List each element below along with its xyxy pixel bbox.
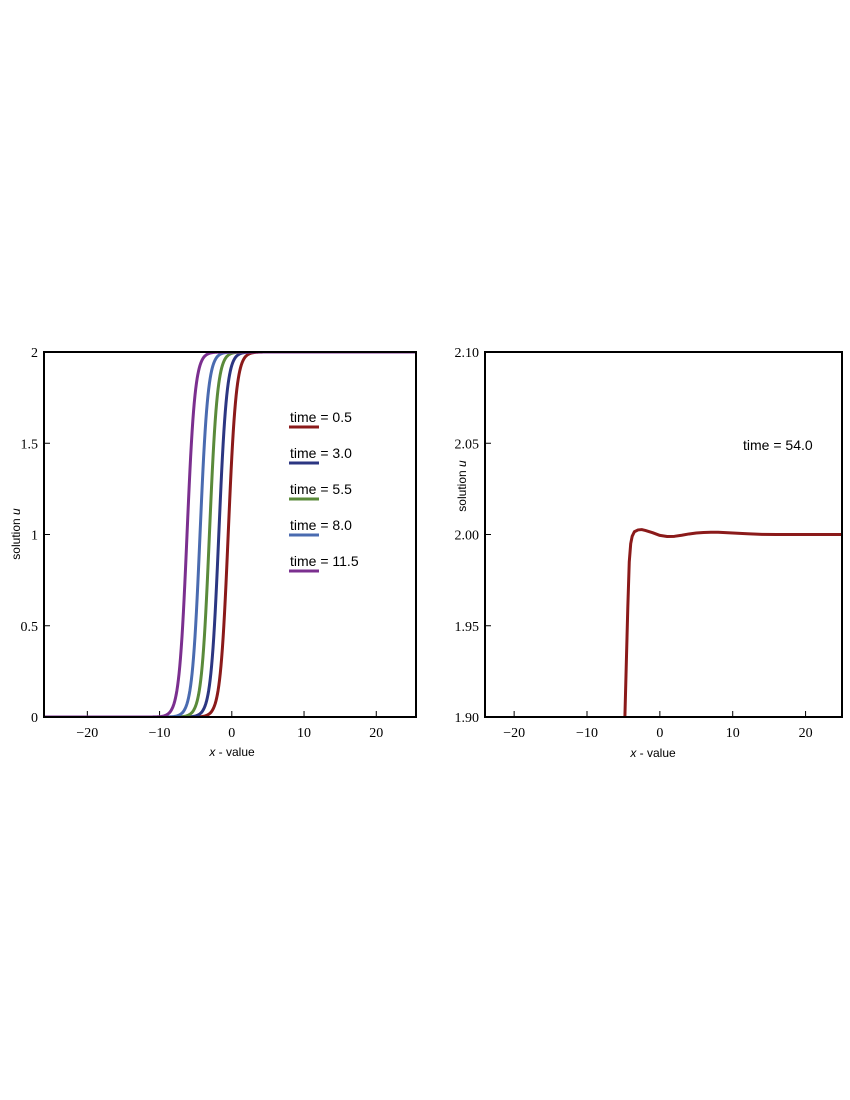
left-y-tick-label: 1.5 (21, 437, 39, 452)
left-x-tick-label: −20 (76, 726, 98, 741)
left-plot-area: −20 −10 0 10 20 0 0.5 1 1.5 2 (21, 346, 416, 741)
left-series-line-1 (44, 352, 416, 717)
right-y-tick-label: 1.90 (455, 711, 480, 726)
left-series-line-2 (44, 352, 416, 717)
left-y-tick-label: 1 (31, 529, 38, 544)
right-y-tick-label: 1.95 (455, 620, 480, 635)
left-plot-frame (43, 351, 417, 718)
right-x-axis-title: x - value (629, 746, 676, 760)
left-x-axis-title: x - value (208, 745, 255, 759)
right-time-annotation: time = 54.0 (743, 437, 813, 453)
legend-label-1: time = 3.0 (290, 445, 352, 461)
right-chart: −20 −10 0 10 20 1.90 1.95 2.00 2.05 2.10 x - valu… (455, 346, 843, 760)
left-y-axis-title: solution u (9, 508, 23, 560)
right-y-axis-title: solution u (455, 460, 469, 512)
left-legend: time = 0.5 time = 3.0 time = 5.5 time = 8.0… (289, 409, 359, 573)
left-y-tick-label: 0.5 (21, 620, 39, 635)
right-y-tick-label: 2.10 (455, 346, 480, 361)
right-x-tick-label: −10 (576, 726, 598, 741)
left-series-line-4 (44, 352, 416, 717)
left-x-tick-label: 20 (369, 726, 383, 741)
left-x-tick-label: −10 (149, 726, 171, 741)
right-y-tick-label: 2.00 (455, 529, 480, 544)
left-series-line-3 (44, 352, 416, 717)
right-x-tick-label: 20 (799, 726, 813, 741)
left-y-tick-label: 0 (31, 711, 38, 726)
left-chart: −20 −10 0 10 20 0 0.5 1 1.5 2 x - value solution … (9, 346, 417, 759)
left-y-tick-label: 2 (31, 346, 38, 361)
right-series-line-0 (623, 528, 842, 717)
legend-label-4: time = 11.5 (290, 553, 359, 569)
right-x-tick-label: 10 (726, 726, 740, 741)
right-y-tick-label: 2.05 (455, 437, 480, 452)
legend-label-3: time = 8.0 (290, 517, 352, 533)
left-series-line-0 (44, 352, 416, 717)
right-plot-frame (484, 351, 843, 718)
left-x-tick-label: 0 (228, 726, 235, 741)
right-plot-area: −20 −10 0 10 20 1.90 1.95 2.00 2.05 2.10 (455, 346, 842, 741)
right-x-tick-label: 0 (656, 726, 663, 741)
legend-label-2: time = 5.5 (290, 481, 352, 497)
right-x-tick-label: −20 (503, 726, 525, 741)
legend-label-0: time = 0.5 (290, 409, 352, 425)
left-x-tick-label: 10 (297, 726, 311, 741)
